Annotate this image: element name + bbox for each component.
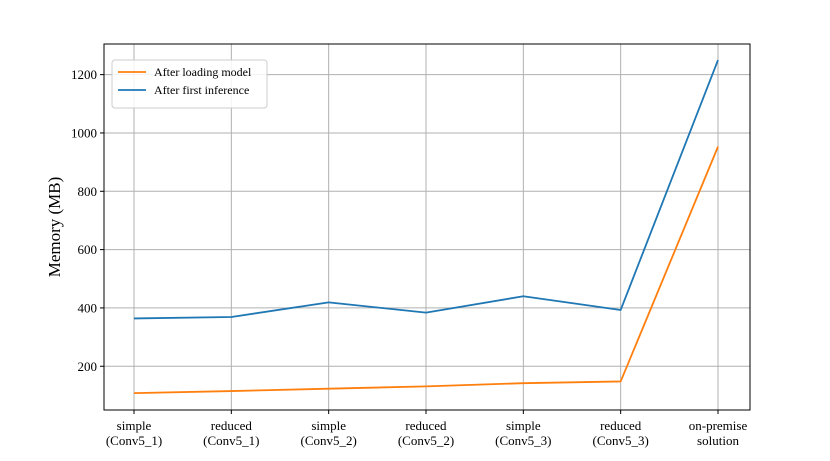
- series-line: [133, 59, 719, 320]
- legend-entry: After first inference: [154, 83, 249, 97]
- plot-frame: [103, 43, 751, 411]
- series-lines: [133, 59, 719, 394]
- grid-lines: [104, 44, 750, 410]
- x-tick-label: on-premise solution: [689, 418, 748, 448]
- y-tick-label: 400: [78, 300, 98, 315]
- y-tick-label: 600: [78, 242, 98, 257]
- x-tick-label: simple (Conv5_2): [300, 418, 356, 448]
- y-axis-label: Memory (MB): [45, 177, 64, 278]
- x-tick-label: reduced (Conv5_2): [398, 418, 454, 448]
- x-tick-label: simple (Conv5_1): [106, 418, 162, 448]
- series-line: [133, 146, 719, 394]
- legend: After loading model After first inference: [111, 59, 268, 109]
- y-tick-label: 1200: [71, 67, 97, 82]
- y-tick-label: 200: [78, 359, 98, 374]
- y-tick-label: 1000: [71, 125, 97, 140]
- x-tick-label: reduced (Conv5_1): [203, 418, 259, 448]
- x-tick-label: reduced (Conv5_3): [592, 418, 648, 448]
- legend-box: [111, 59, 268, 109]
- y-axis-ticks: 200 400 600 800 1000 1200: [71, 67, 104, 374]
- x-axis-ticks: simple (Conv5_1) reduced (Conv5_1) simple (Co…: [106, 410, 748, 448]
- y-tick-label: 800: [78, 184, 98, 199]
- legend-entry: After loading model: [154, 65, 252, 79]
- x-tick-label: simple (Conv5_3): [495, 418, 551, 448]
